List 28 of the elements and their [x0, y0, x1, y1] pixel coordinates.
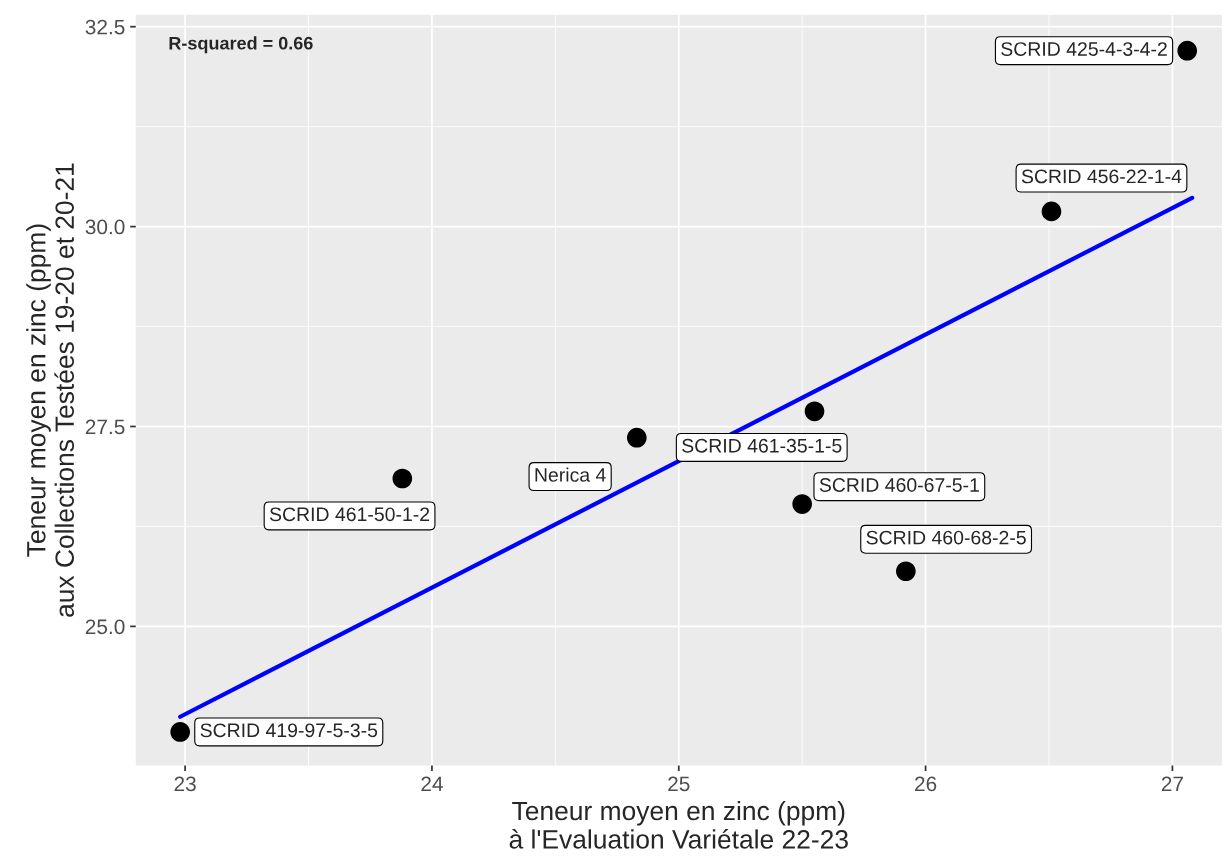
point [896, 561, 916, 582]
annotation: SCRID 456-22-1-4 [1021, 169, 1182, 184]
y-axis-title: Teneur moyen en zinc (ppm) aux Collections Testées 19-20 et 20-21 [26, 163, 75, 617]
point [792, 494, 812, 514]
annotation: SCRID 460-67-5-1 [819, 478, 979, 492]
x-tick-label: 25 [668, 776, 690, 792]
y-tick-label: 30.0 [85, 219, 125, 235]
x-tick-label: 27 [1161, 776, 1183, 792]
y-tick-label: 27.5 [85, 419, 125, 435]
annotation: SCRID 460-68-2-5 [866, 530, 1026, 545]
point [1041, 201, 1062, 222]
annotation: SCRID 461-50-1-2 [269, 507, 430, 522]
y-tick-label: 25.0 [85, 619, 125, 635]
x-tick-label: 26 [915, 776, 937, 792]
point [170, 722, 190, 742]
x-tick-label: 23 [174, 776, 196, 792]
point [626, 427, 647, 448]
annotation: SCRID 419-97-5-3-5 [200, 723, 378, 738]
x-axis-title: Teneur moyen en zinc (ppm) à l'Evaluation Variétale 22-23 [509, 800, 848, 849]
point [392, 468, 413, 489]
point [804, 401, 825, 422]
annotation: SCRID 425-4-3-4-2 [1001, 42, 1167, 56]
annotation: SCRID 461-35-1-5 [682, 438, 842, 453]
x-tick-label: 24 [421, 776, 443, 792]
annotation: R-squared = 0.66 [169, 36, 313, 54]
annotation: Nerica 4 [535, 467, 606, 482]
point [1177, 40, 1198, 61]
y-tick-label: 32.5 [85, 19, 125, 35]
